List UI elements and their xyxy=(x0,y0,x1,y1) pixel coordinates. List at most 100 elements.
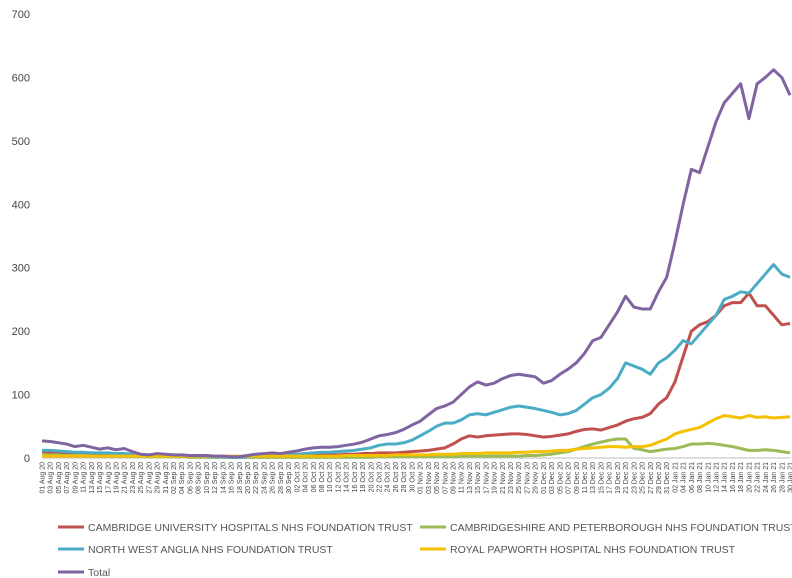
legend-label: Total xyxy=(88,567,110,578)
x-tick-label: 10 Jan 21 xyxy=(705,462,712,493)
y-tick-label: 500 xyxy=(12,136,30,148)
x-tick-label: 21 Dec 20 xyxy=(623,462,630,494)
y-tick-label: 300 xyxy=(12,263,30,275)
x-tick-label: 24 Oct 20 xyxy=(385,462,392,492)
x-tick-label: 16 Oct 20 xyxy=(352,462,359,492)
legend-label: ROYAL PAPWORTH HOSPITAL NHS FOUNDATION T… xyxy=(450,544,736,556)
x-tick-label: 21 Aug 20 xyxy=(122,462,129,494)
x-tick-label: 19 Aug 20 xyxy=(113,462,120,494)
x-tick-label: 09 Aug 20 xyxy=(72,462,79,494)
x-tick-label: 31 Dec 20 xyxy=(664,462,671,494)
x-tick-label: 11 Aug 20 xyxy=(81,462,88,493)
x-tick-label: 18 Sep 20 xyxy=(237,462,244,494)
legend-label: CAMBRIDGE UNIVERSITY HOSPITALS NHS FOUND… xyxy=(88,522,413,534)
legend-label: CAMBRIDGESHIRE AND PETERBOROUGH NHS FOUN… xyxy=(450,522,792,534)
series-line xyxy=(42,263,791,459)
x-tick-label: 22 Oct 20 xyxy=(377,462,384,492)
y-tick-label: 700 xyxy=(12,9,30,21)
x-tick-label: 21 Nov 20 xyxy=(500,462,507,494)
x-tick-label: 19 Dec 20 xyxy=(615,462,622,494)
x-tick-label: 27 Aug 20 xyxy=(146,462,153,494)
legend-label: NORTH WEST ANGLIA NHS FOUNDATION TRUST xyxy=(88,544,333,556)
y-tick-label: 200 xyxy=(12,326,30,338)
series-line xyxy=(42,414,791,458)
x-tick-label: 18 Jan 21 xyxy=(738,462,745,493)
x-tick-label: 11 Dec 20 xyxy=(582,462,589,493)
x-tick-label: 07 Nov 20 xyxy=(442,462,449,494)
x-tick-label: 08 Sep 20 xyxy=(196,462,203,494)
y-tick-label: 600 xyxy=(12,72,30,84)
x-tick-label: 12 Jan 21 xyxy=(714,462,721,493)
x-tick-label: 13 Dec 20 xyxy=(590,462,597,494)
x-tick-label: 12 Sep 20 xyxy=(212,462,219,494)
x-tick-label: 29 Aug 20 xyxy=(155,462,162,494)
x-tick-label: 05 Dec 20 xyxy=(557,462,564,494)
x-tick-label: 12 Oct 20 xyxy=(335,462,342,492)
x-tick-label: 25 Dec 20 xyxy=(640,462,647,494)
x-tick-label: 03 Nov 20 xyxy=(426,462,433,494)
x-tick-label: 16 Sep 20 xyxy=(229,462,236,494)
x-tick-label: 16 Jan 21 xyxy=(730,462,737,493)
y-tick-label: 400 xyxy=(12,199,30,211)
x-tick-label: 05 Nov 20 xyxy=(434,462,441,494)
y-tick-label: 100 xyxy=(12,390,30,402)
x-tick-label: 29 Nov 20 xyxy=(533,462,540,494)
x-tick-label: 27 Nov 20 xyxy=(524,462,531,494)
x-tick-label: 30 Sep 20 xyxy=(286,462,293,494)
x-tick-label: 14 Sep 20 xyxy=(220,462,227,494)
x-tick-label: 15 Dec 20 xyxy=(598,462,605,494)
x-tick-label: 26 Jan 21 xyxy=(771,462,778,493)
x-tick-label: 08 Oct 20 xyxy=(319,462,326,492)
x-tick-label: 26 Oct 20 xyxy=(393,462,400,492)
x-tick-label: 30 Oct 20 xyxy=(409,462,416,492)
x-tick-label: 06 Sep 20 xyxy=(187,462,194,494)
x-tick-label: 10 Sep 20 xyxy=(204,462,211,494)
x-tick-label: 10 Oct 20 xyxy=(327,462,334,492)
x-tick-label: 09 Dec 20 xyxy=(574,462,581,494)
x-tick-label: 24 Jan 21 xyxy=(763,462,770,493)
x-tick-label: 19 Nov 20 xyxy=(492,462,499,494)
series-line xyxy=(41,68,792,459)
x-tick-label: 26 Sep 20 xyxy=(270,462,277,494)
x-tick-label: 25 Aug 20 xyxy=(138,462,145,494)
x-tick-label: 01 Nov 20 xyxy=(418,462,425,494)
x-tick-label: 07 Dec 20 xyxy=(566,462,573,494)
x-tick-label: 03 Dec 20 xyxy=(549,462,556,494)
x-tick-label: 23 Dec 20 xyxy=(631,462,638,494)
x-tick-label: 02 Sep 20 xyxy=(171,462,178,494)
x-tick-label: 23 Nov 20 xyxy=(508,462,515,494)
x-tick-label: 14 Jan 21 xyxy=(722,462,729,493)
x-tick-label: 28 Oct 20 xyxy=(401,462,408,492)
x-tick-label: 07 Aug 20 xyxy=(64,462,71,494)
x-tick-label: 22 Sep 20 xyxy=(253,462,260,494)
x-tick-label: 18 Oct 20 xyxy=(360,462,367,492)
x-tick-label: 06 Jan 21 xyxy=(689,462,696,493)
x-tick-label: 02 Jan 21 xyxy=(672,462,679,493)
x-tick-label: 09 Nov 20 xyxy=(450,462,457,494)
x-tick-label: 17 Nov 20 xyxy=(483,462,490,494)
y-tick-label: 0 xyxy=(24,453,30,465)
x-tick-label: 28 Jan 21 xyxy=(779,462,786,493)
x-tick-label: 05 Aug 20 xyxy=(56,462,63,494)
x-tick-label: 20 Oct 20 xyxy=(368,462,375,492)
x-tick-label: 24 Sep 20 xyxy=(261,462,268,494)
x-tick-label: 22 Jan 21 xyxy=(755,462,762,493)
x-tick-label: 13 Nov 20 xyxy=(467,462,474,494)
x-tick-label: 14 Oct 20 xyxy=(344,462,351,492)
x-tick-label: 17 Dec 20 xyxy=(607,462,614,494)
x-tick-label: 01 Dec 20 xyxy=(541,462,548,494)
x-tick-label: 04 Sep 20 xyxy=(179,462,186,494)
x-tick-label: 13 Aug 20 xyxy=(89,462,96,494)
x-tick-label: 23 Aug 20 xyxy=(130,462,137,494)
x-tick-label: 20 Sep 20 xyxy=(245,462,252,494)
x-tick-label: 04 Jan 21 xyxy=(681,462,688,493)
x-tick-label: 06 Oct 20 xyxy=(311,462,318,492)
x-tick-label: 27 Dec 20 xyxy=(648,462,655,494)
x-tick-label: 01 Aug 20 xyxy=(40,462,47,494)
x-tick-label: 25 Nov 20 xyxy=(516,462,523,494)
x-tick-label: 15 Aug 20 xyxy=(97,462,104,494)
x-tick-label: 11 Nov 20 xyxy=(459,462,466,493)
x-tick-label: 29 Dec 20 xyxy=(656,462,663,494)
x-tick-label: 17 Aug 20 xyxy=(105,462,112,494)
